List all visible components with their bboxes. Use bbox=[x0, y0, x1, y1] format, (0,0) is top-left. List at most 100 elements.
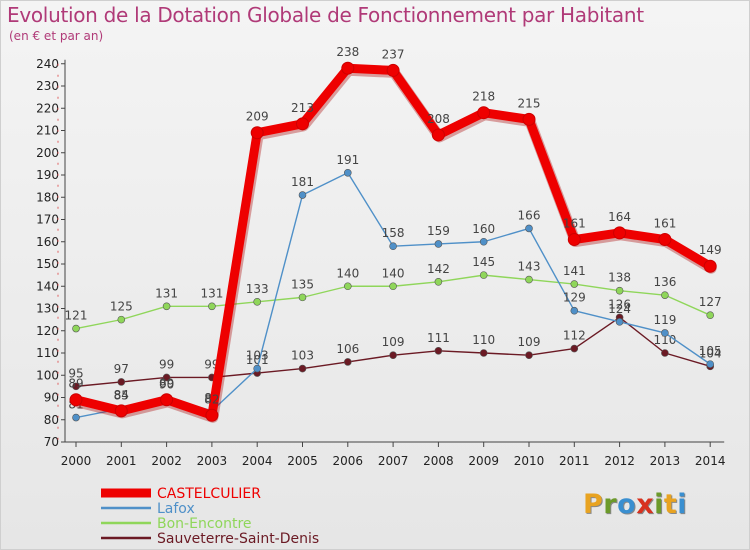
data-label: 127 bbox=[699, 295, 722, 309]
data-label: 161 bbox=[563, 217, 586, 231]
x-tick-label: 2007 bbox=[378, 454, 409, 468]
x-tick-label: 2005 bbox=[287, 454, 318, 468]
data-point bbox=[208, 302, 216, 311]
data-label: 142 bbox=[427, 262, 450, 276]
data-point bbox=[615, 318, 624, 326]
x-tick-label: 2000 bbox=[61, 454, 92, 468]
data-label: 191 bbox=[336, 153, 359, 167]
x-tick-label: 2001 bbox=[106, 454, 137, 468]
data-point bbox=[706, 311, 715, 319]
y-tick-label: 130 bbox=[36, 302, 59, 316]
data-point bbox=[615, 286, 624, 295]
data-label: 124 bbox=[608, 302, 631, 316]
data-label: 209 bbox=[246, 110, 269, 124]
legend-label: CASTELCULIER bbox=[157, 486, 261, 502]
data-point bbox=[477, 106, 491, 120]
y-tick-label: 150 bbox=[36, 257, 59, 271]
data-point bbox=[117, 378, 126, 386]
data-label: 89 bbox=[68, 377, 83, 391]
data-label: 161 bbox=[653, 217, 676, 231]
data-point bbox=[160, 393, 174, 407]
x-tick-label: 2002 bbox=[151, 454, 182, 468]
y-tick-label: 220 bbox=[36, 101, 59, 115]
x-tick-label: 2010 bbox=[514, 454, 545, 468]
y-tick-label: 100 bbox=[36, 368, 59, 382]
data-point bbox=[389, 351, 397, 360]
data-label: 159 bbox=[427, 224, 450, 238]
data-point bbox=[296, 117, 309, 131]
data-label: 104 bbox=[699, 346, 722, 360]
data-label: 208 bbox=[427, 112, 450, 126]
data-label: 109 bbox=[382, 335, 405, 349]
data-point bbox=[431, 128, 445, 142]
data-point bbox=[613, 226, 627, 240]
y-tick-label: 70 bbox=[44, 435, 59, 449]
logo-letter: x bbox=[636, 489, 655, 520]
data-label: 105 bbox=[699, 344, 722, 358]
y-tick-label: 210 bbox=[36, 124, 59, 138]
data-label: 82 bbox=[204, 392, 219, 406]
data-point bbox=[117, 315, 126, 324]
chart-subtitle: (en € et par an) bbox=[9, 29, 104, 43]
data-point bbox=[389, 242, 397, 250]
data-label: 160 bbox=[472, 222, 495, 236]
data-label: 133 bbox=[246, 282, 269, 296]
data-point bbox=[525, 351, 533, 360]
data-label: 136 bbox=[653, 275, 676, 289]
y-tick-label: 240 bbox=[36, 57, 59, 71]
data-label: 106 bbox=[336, 342, 359, 356]
data-label: 131 bbox=[155, 286, 178, 300]
data-point bbox=[525, 275, 533, 284]
data-point bbox=[343, 358, 352, 366]
x-tick-label: 2006 bbox=[333, 454, 364, 468]
data-point bbox=[570, 344, 579, 353]
data-point bbox=[298, 364, 307, 373]
data-point bbox=[567, 233, 581, 247]
data-point bbox=[162, 373, 171, 382]
data-point bbox=[434, 277, 443, 286]
data-label: 238 bbox=[336, 45, 359, 59]
y-tick-label: 80 bbox=[44, 413, 59, 427]
x-tick-label: 2004 bbox=[242, 454, 273, 468]
y-tick-label: 120 bbox=[36, 324, 59, 338]
x-tick-label: 2008 bbox=[423, 454, 454, 468]
logo-letter: P bbox=[583, 489, 604, 520]
data-point bbox=[389, 282, 397, 291]
data-point bbox=[343, 168, 352, 177]
data-label: 135 bbox=[291, 277, 314, 291]
data-label: 110 bbox=[472, 333, 495, 347]
data-label: 145 bbox=[472, 255, 495, 269]
data-label: 111 bbox=[427, 331, 450, 345]
data-label: 138 bbox=[608, 271, 631, 285]
chart-title: Evolution de la Dotation Globale de Fonc… bbox=[7, 3, 644, 27]
data-point bbox=[479, 237, 488, 246]
x-tick-label: 2013 bbox=[650, 454, 681, 468]
logo-letter: t bbox=[663, 489, 678, 520]
data-point bbox=[114, 404, 128, 418]
data-label: 90 bbox=[159, 378, 174, 392]
x-tick-label: 2003 bbox=[197, 454, 228, 468]
data-label: 109 bbox=[518, 335, 541, 349]
logo-letter: i bbox=[654, 489, 664, 520]
data-label: 213 bbox=[291, 101, 314, 115]
data-point bbox=[522, 112, 536, 126]
y-tick-label: 90 bbox=[44, 391, 59, 405]
data-point bbox=[253, 298, 262, 306]
legend-label: Sauveterre-Saint-Denis bbox=[157, 531, 319, 547]
data-point bbox=[343, 282, 352, 291]
data-label: 140 bbox=[382, 266, 405, 280]
y-tick-label: 190 bbox=[36, 168, 59, 182]
data-point bbox=[162, 302, 171, 311]
data-label: 112 bbox=[563, 329, 586, 343]
y-tick-label: 170 bbox=[36, 213, 59, 227]
data-point bbox=[658, 233, 672, 247]
data-label: 119 bbox=[653, 313, 676, 327]
data-label: 121 bbox=[65, 309, 88, 323]
data-label: 164 bbox=[608, 210, 631, 224]
data-point bbox=[661, 349, 669, 357]
y-tick-label: 140 bbox=[36, 279, 59, 293]
data-label: 125 bbox=[110, 300, 133, 314]
y-tick-label: 160 bbox=[36, 235, 59, 249]
